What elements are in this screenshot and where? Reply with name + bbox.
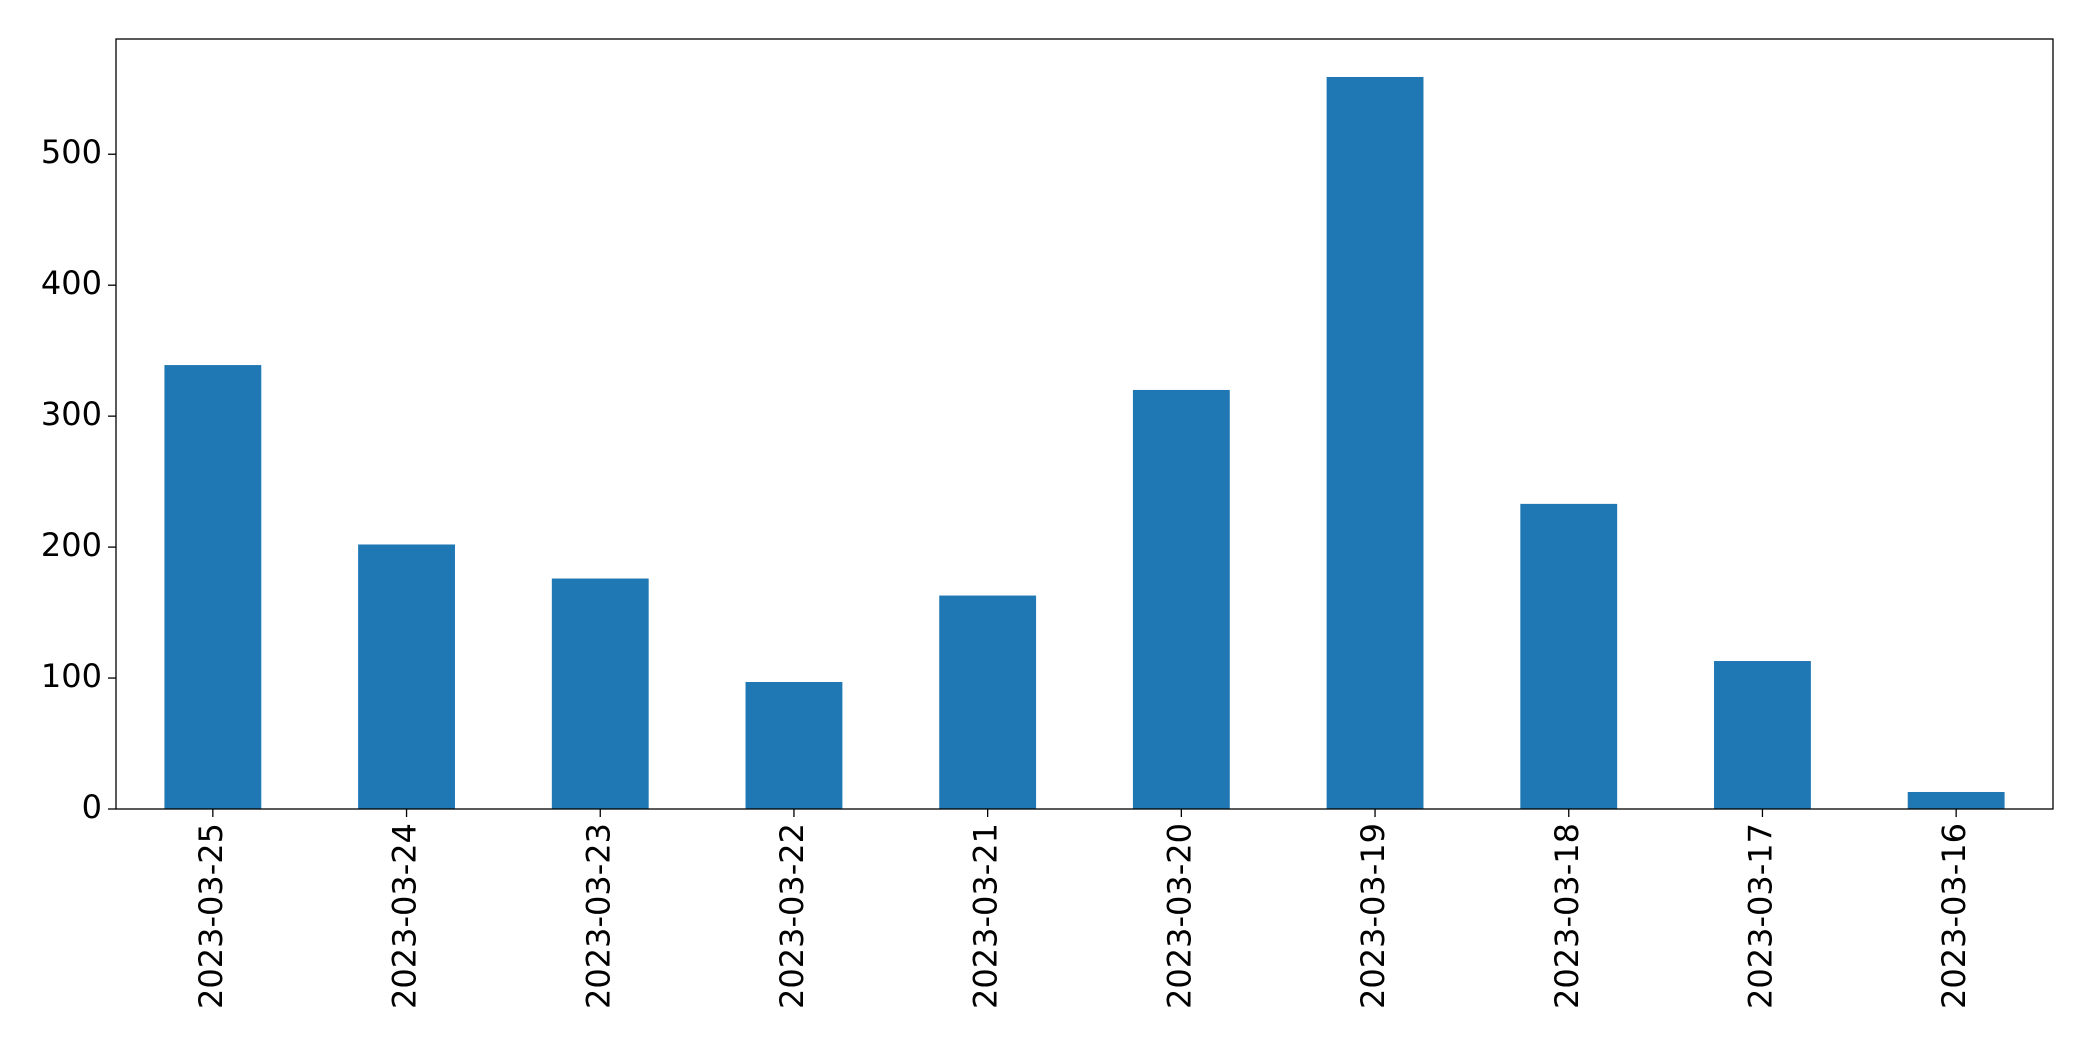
x-tick-label: 2023-03-17 — [1741, 823, 1779, 1009]
x-tick-label: 2023-03-24 — [386, 823, 424, 1009]
bar — [1520, 503, 1618, 809]
y-tick-label: 300 — [41, 395, 102, 433]
y-tick-label: 0 — [82, 788, 102, 826]
bar — [1132, 389, 1230, 809]
y-tick-label: 500 — [41, 133, 102, 171]
bar — [1326, 76, 1424, 809]
x-tick-label: 2023-03-16 — [1935, 823, 1973, 1009]
y-tick-label: 100 — [41, 657, 102, 695]
bar — [939, 595, 1037, 809]
x-tick-label: 2023-03-19 — [1354, 823, 1392, 1009]
bar — [551, 578, 649, 809]
y-tick-label: 400 — [41, 264, 102, 302]
x-tick-label: 2023-03-21 — [967, 823, 1005, 1009]
plot-frame — [115, 38, 2054, 810]
x-tick-label: 2023-03-22 — [773, 823, 811, 1009]
bar — [164, 365, 262, 809]
x-tick-label: 2023-03-20 — [1160, 823, 1198, 1009]
x-tick-label: 2023-03-23 — [579, 823, 617, 1009]
bar — [1907, 791, 2005, 809]
bar — [745, 681, 843, 809]
y-tick-label: 200 — [41, 526, 102, 564]
x-tick-label: 2023-03-18 — [1548, 823, 1586, 1009]
x-tick-label: 2023-03-25 — [192, 823, 230, 1009]
bar — [1714, 661, 1811, 809]
bar — [358, 544, 455, 809]
